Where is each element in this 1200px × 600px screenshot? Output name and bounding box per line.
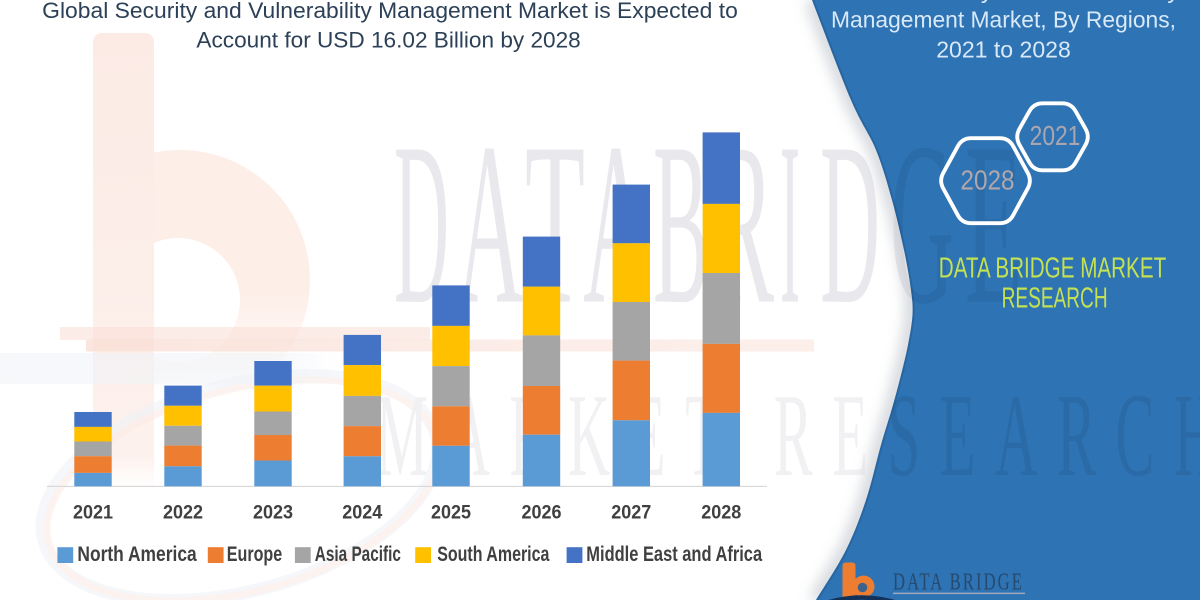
svg-text:2023: 2023 — [253, 502, 293, 523]
svg-text:DATA BRIDGE MARKET: DATA BRIDGE MARKET — [939, 253, 1166, 285]
svg-text:Global Security and Vulnerabil: Global Security and Vulnerability Manage… — [42, 0, 738, 23]
svg-text:B: B — [653, 96, 709, 353]
svg-text:2027: 2027 — [611, 502, 651, 523]
svg-text:2021 to 2028: 2021 to 2028 — [936, 36, 1071, 62]
svg-text:South America: South America — [437, 543, 549, 566]
svg-text:Management Market, By Regions,: Management Market, By Regions, — [831, 7, 1176, 33]
svg-text:Middle East and Africa: Middle East and Africa — [586, 543, 762, 566]
svg-text:Account for USD 16.02 Billion: Account for USD 16.02 Billion by 2028 — [196, 28, 580, 53]
svg-text:2026: 2026 — [522, 502, 562, 523]
svg-text:2022: 2022 — [163, 502, 203, 523]
svg-text:RESEARCH: RESEARCH — [1002, 283, 1108, 315]
svg-text:2021: 2021 — [1030, 120, 1081, 151]
svg-text:Global Security and Vulnerabil: Global Security and Vulnerability — [828, 0, 1180, 3]
svg-text:Asia Pacific: Asia Pacific — [315, 543, 401, 566]
svg-text:2028: 2028 — [701, 502, 741, 523]
svg-text:2021: 2021 — [73, 502, 113, 523]
svg-text:I: I — [780, 96, 800, 353]
svg-text:2028: 2028 — [960, 165, 1014, 196]
svg-text:North America: North America — [77, 543, 197, 566]
svg-text:2025: 2025 — [431, 502, 471, 523]
svg-text:2024: 2024 — [342, 502, 382, 523]
svg-text:MARKET RESEARCH: MARKET RESEARCH — [893, 597, 1023, 600]
svg-text:DATA BRIDGE: DATA BRIDGE — [893, 569, 1024, 595]
svg-text:Europe: Europe — [227, 543, 282, 566]
